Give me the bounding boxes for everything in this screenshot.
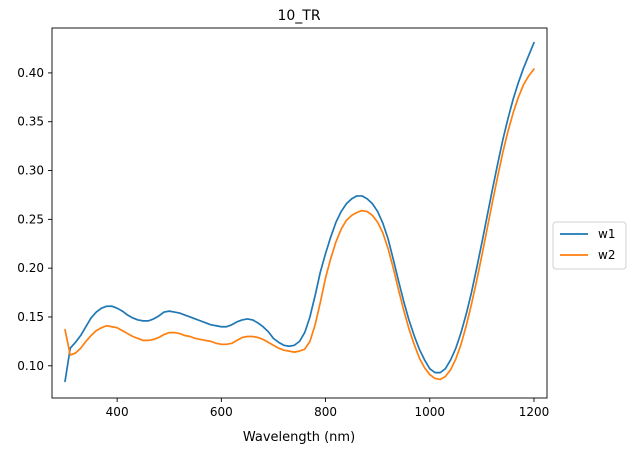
y-tick-label-0.20: 0.20: [17, 261, 44, 275]
x-tick-label-800: 800: [314, 405, 337, 419]
x-tick-label-1000: 1000: [414, 405, 445, 419]
plot-background: [52, 28, 547, 398]
y-tick-label-0.10: 0.10: [17, 359, 44, 373]
y-tick-label-0.25: 0.25: [17, 212, 44, 226]
legend-label-w2: w2: [598, 248, 615, 262]
legend: w1 w2: [552, 221, 627, 270]
plot-frame: [51, 27, 548, 399]
x-tick-label-400: 400: [106, 405, 129, 419]
series-layer: [64, 41, 535, 383]
y-tick-label-0.35: 0.35: [17, 115, 44, 129]
series-line-w2: [64, 68, 535, 381]
x-tick-label-600: 600: [210, 405, 233, 419]
legend-items: w1 w2: [560, 227, 615, 262]
y-tick-label-0.30: 0.30: [17, 164, 44, 178]
y-tick-label-0.40: 0.40: [17, 66, 44, 80]
x-axis: 400 600 800 1000 1200: [106, 398, 550, 419]
series-line-w1: [64, 41, 535, 383]
x-axis-label: Wavelength (nm): [243, 430, 355, 445]
plot-area: [51, 27, 548, 399]
y-tick-label-0.15: 0.15: [17, 310, 44, 324]
y-axis: 0.10 0.15 0.20 0.25 0.30 0.35 0.40: [17, 66, 52, 373]
x-tick-label-1200: 1200: [519, 405, 550, 419]
chart-title: 10_TR: [277, 8, 320, 24]
legend-label-w1: w1: [598, 227, 615, 241]
